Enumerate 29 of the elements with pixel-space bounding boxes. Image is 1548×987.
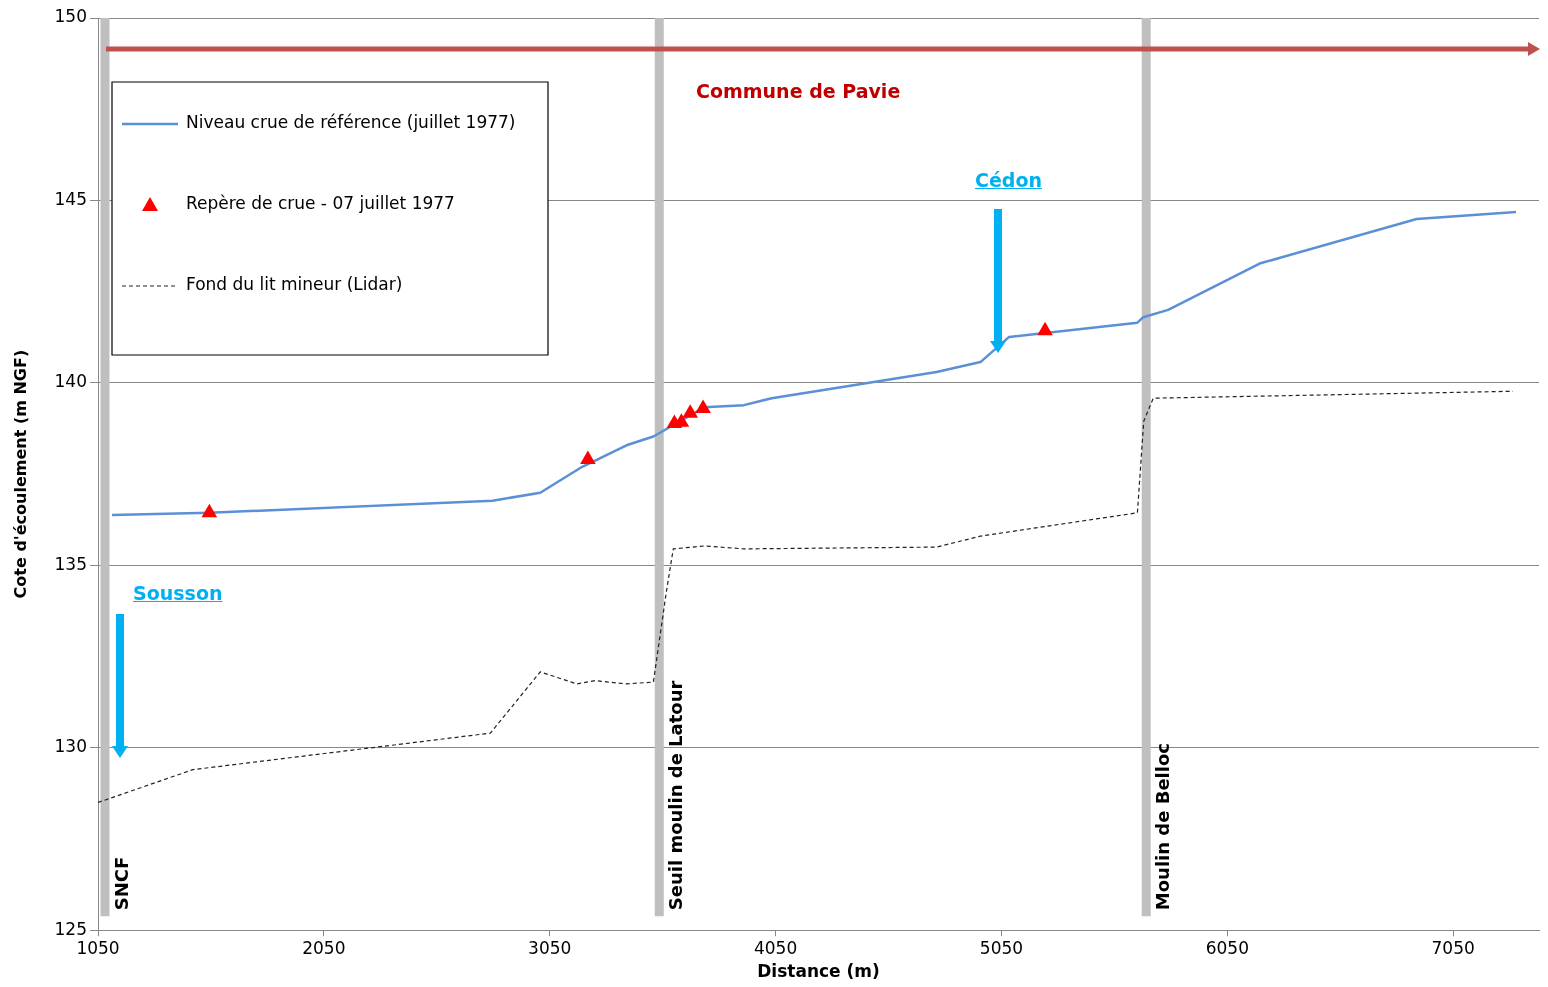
y-tick-label: 140 [54,371,87,392]
ref-line-label: Seuil moulin de Latour [664,680,686,911]
y-tick-label: 130 [54,736,87,757]
point [695,399,711,413]
ref-line-label: SNCF [110,856,132,911]
y-tick-label: 145 [54,188,87,209]
legend-label: Niveau crue de référence (juillet 1977) [186,112,516,133]
y-tick-label: 150 [54,6,87,27]
x-tick-label: 7050 [1431,937,1475,958]
x-tick-label: 2050 [302,937,346,958]
y-tick-label: 135 [54,553,87,574]
annotation: Commune de Pavie [696,80,901,102]
x-tick-label: 4050 [753,937,798,958]
point [201,503,218,518]
point [580,450,596,465]
annotation: Cédon [975,169,1043,191]
point [1037,321,1053,336]
y-axis-title: Cote d'écoulement (m NGF) [10,349,30,599]
x-tick-label: 5050 [979,937,1024,958]
legend-label: Repère de crue - 07 juillet 1977 [186,193,455,214]
annotation: Sousson [133,582,223,604]
x-tick-label: 6050 [1205,937,1249,958]
point [682,404,699,418]
legend-label: Fond du lit mineur (Lidar) [186,274,403,295]
y-tick-label: 125 [54,918,87,939]
x-axis-title: Distance (m) [757,961,880,982]
x-tick-label: 1050 [76,937,120,958]
x-tick-label: 3050 [528,937,572,958]
ref-line-label: Moulin de Belloc [1151,743,1173,911]
